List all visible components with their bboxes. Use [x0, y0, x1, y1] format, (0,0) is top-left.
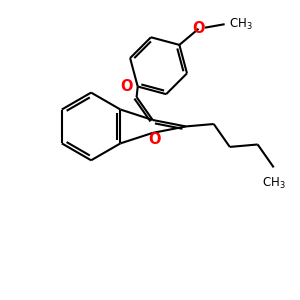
Text: O: O [192, 21, 205, 36]
Text: O: O [148, 132, 161, 147]
Text: CH$_3$: CH$_3$ [229, 16, 253, 32]
Text: O: O [120, 79, 133, 94]
Text: CH$_3$: CH$_3$ [262, 176, 286, 191]
